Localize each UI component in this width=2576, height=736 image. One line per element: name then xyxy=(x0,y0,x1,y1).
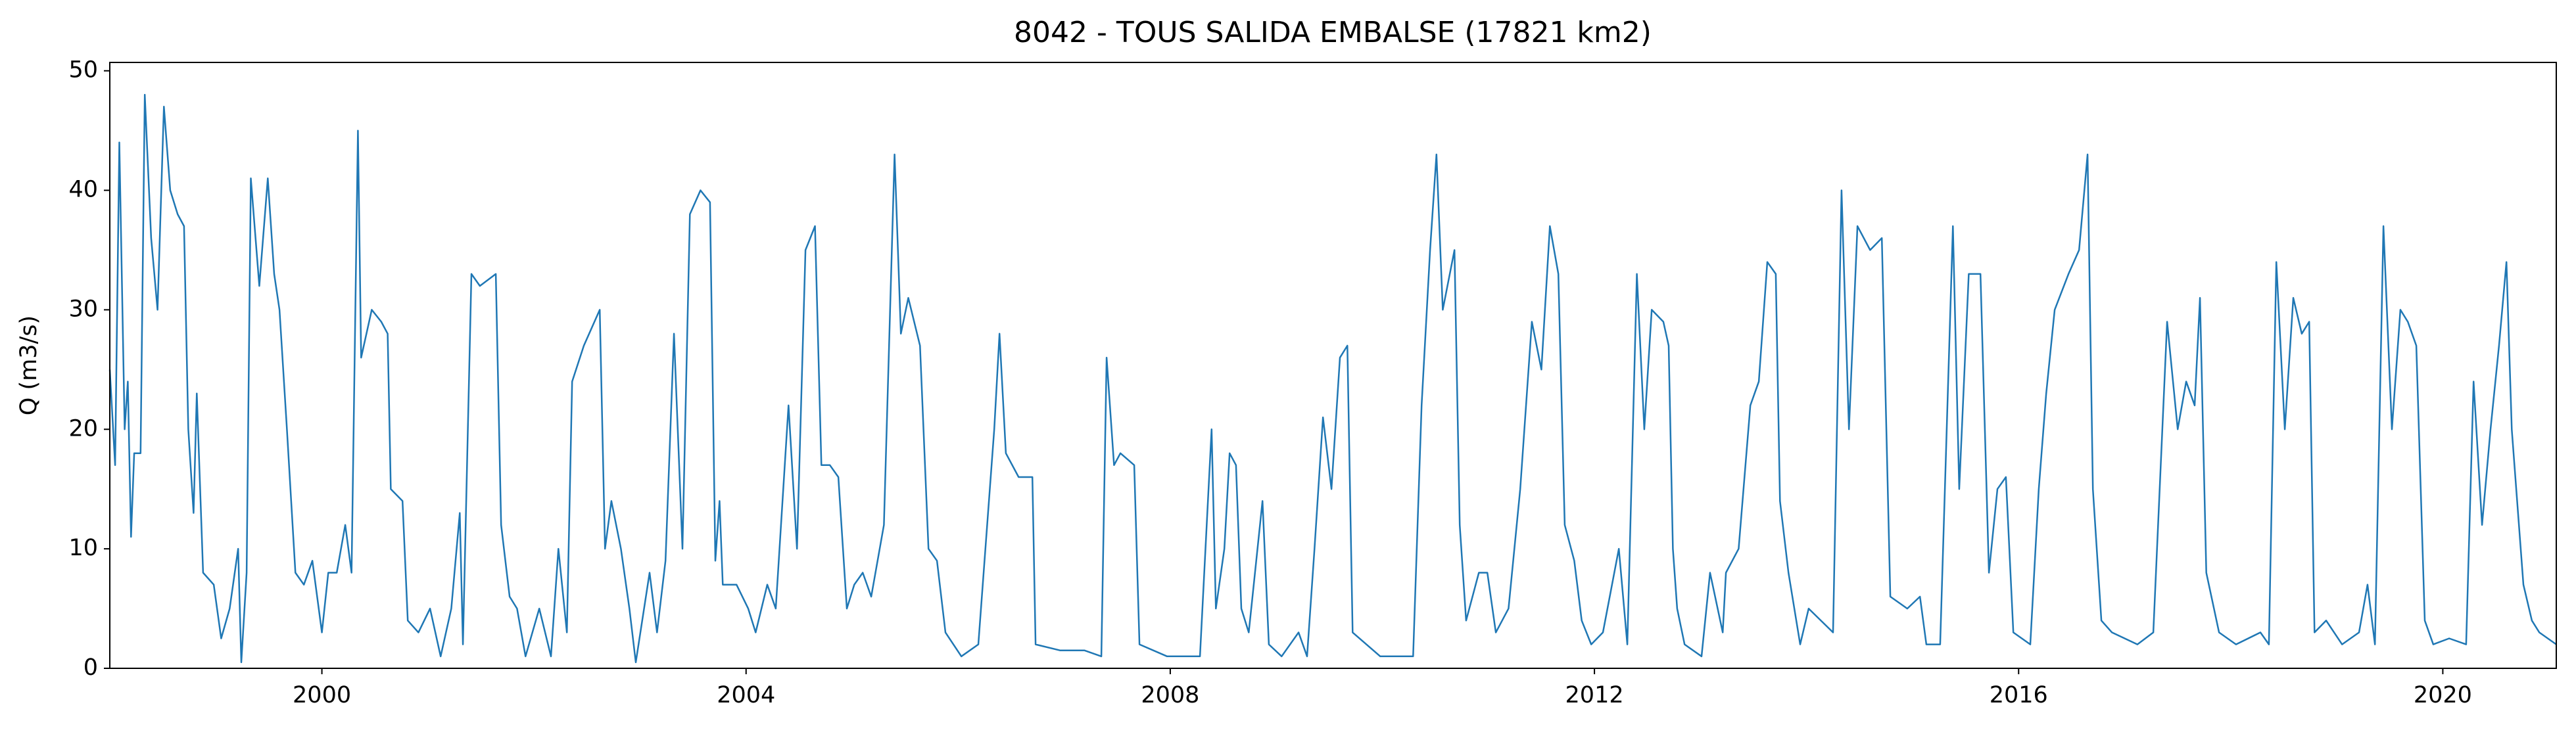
y-tick-label: 20 xyxy=(68,415,98,442)
chart-title: 8042 - TOUS SALIDA EMBALSE (17821 km2) xyxy=(1014,16,1652,49)
y-tick-label: 0 xyxy=(83,655,98,681)
y-tick-label: 40 xyxy=(68,177,98,203)
plot-frame xyxy=(109,62,2557,669)
x-tick-label: 2008 xyxy=(1141,682,1199,708)
x-tick-label: 2016 xyxy=(1990,682,2048,708)
y-tick-label: 30 xyxy=(68,296,98,322)
x-tick-label: 2004 xyxy=(717,682,775,708)
y-axis-label: Q (m3/s) xyxy=(16,315,42,415)
data-line xyxy=(108,93,2557,664)
x-tick-label: 2012 xyxy=(1565,682,1624,708)
x-tick-label: 2000 xyxy=(293,682,351,708)
x-tick-label: 2020 xyxy=(2414,682,2472,708)
y-tick-label: 10 xyxy=(68,535,98,561)
y-tick-label: 50 xyxy=(68,57,98,83)
